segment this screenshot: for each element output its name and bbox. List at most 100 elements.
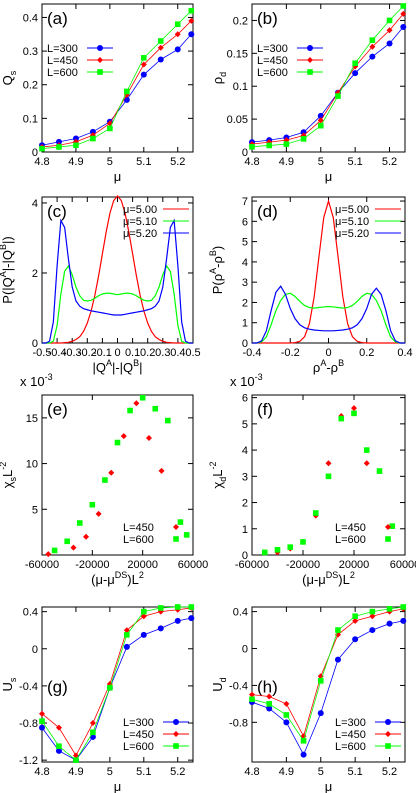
marker [174,21,181,27]
marker [39,718,45,724]
marker [123,96,130,103]
label-part: |) [0,236,15,244]
marker [400,24,407,31]
marker [139,394,146,401]
x-axis-label: |QA|-|QB| [92,358,142,375]
y-tick-label: 0 [32,338,38,350]
y-tick-label: 0.1 [233,81,248,93]
x-tick-label: 0.2 [140,347,155,359]
marker [266,705,273,712]
marker [72,135,79,142]
x-tick-label: 5 [318,156,324,168]
y-tick-label: 2 [32,268,38,280]
y-tick-label: 0 [32,147,38,159]
marker [369,37,376,43]
x-tick-label: -0.2 [78,347,97,359]
legend-marker [173,524,179,530]
y-tick-label: 4 [242,445,248,457]
marker [174,31,181,38]
marker [317,678,324,684]
y-tick-label: 0.3 [23,46,38,58]
y-tick-label: 0 [242,644,248,656]
x-tick-label: 4.8 [34,766,49,778]
y-tick-label: 5 [242,237,248,249]
marker [120,433,127,440]
y-tick-label: 0.4 [23,607,38,619]
panel-label: (f) [257,400,273,419]
marker [386,17,393,24]
marker [90,729,96,736]
label-part: χ [0,481,15,488]
y-axis-label: Qs [0,70,18,85]
legend-label: L=300 [123,717,154,729]
marker [386,40,393,47]
legend-label: L=600 [123,534,154,546]
label-part: d [218,477,228,482]
x-tick-label: 0.2 [359,347,374,359]
label-part: )L [338,572,350,587]
x-tick-label: 5 [318,766,324,778]
y-tick-label: 1 [242,524,248,536]
series-line [251,5,404,148]
legend-label: L=450 [335,522,366,534]
panel: -60000-2000020000600000123456(μ-μDS)L2χd… [208,372,416,587]
marker [145,434,152,441]
x-tick-label: 5.2 [382,766,397,778]
legend-label: μ=5.00 [335,204,369,216]
marker [389,523,396,529]
marker [249,696,255,703]
legend-label: L=450 [123,729,154,741]
x-tick-label: 5.1 [347,156,362,168]
plot-frame [251,394,406,556]
marker [95,510,102,517]
marker [174,617,181,624]
marker [325,473,332,480]
label-part: χ [210,482,225,489]
marker [56,144,62,150]
x-tick-label: 4.9 [68,156,83,168]
label-part: B [133,358,139,368]
legend-marker [173,743,179,749]
label-part: μ [114,779,122,793]
label-part: ρ [313,360,320,375]
marker [352,70,359,77]
legend-label: L=600 [123,741,154,753]
x-tick-label: -60000 [235,559,269,571]
label-part: 2 [350,570,355,580]
marker [55,724,62,731]
y-tick-label: 0.2 [233,15,248,27]
plot-frame [41,196,194,344]
marker [140,613,147,620]
legend-marker [307,69,313,75]
marker [157,56,164,63]
marker [188,615,195,622]
x-axis-label: (μ-μDS)L2 [91,570,144,587]
y-tick-label: 1 [242,318,248,330]
marker [89,501,96,508]
marker [369,627,376,634]
label-part: P(ρ [210,274,225,294]
marker [39,710,45,717]
marker [317,673,324,680]
label-part: |-|Q [0,250,15,271]
legend-marker [385,731,391,737]
y-tick-label: 5 [32,504,38,516]
series-line [42,218,193,344]
y-tick-label: -0.8 [229,717,248,729]
legend-marker [307,45,313,51]
marker [325,460,332,467]
legend-marker [97,69,103,75]
y-axis-label: χdL-2 [208,461,228,488]
y-tick-label: 4 [32,198,38,210]
label-part: (μ-μ [91,572,115,587]
series-line [41,606,192,761]
marker [283,712,290,718]
series-line [41,607,192,757]
legend-marker [385,536,391,542]
marker [400,3,407,9]
x-tick-label: 0.4 [397,347,412,359]
y-tick-label: -0.4 [19,681,38,693]
marker [363,460,370,467]
label-part: μ [114,169,122,184]
label-part: L [0,470,15,477]
